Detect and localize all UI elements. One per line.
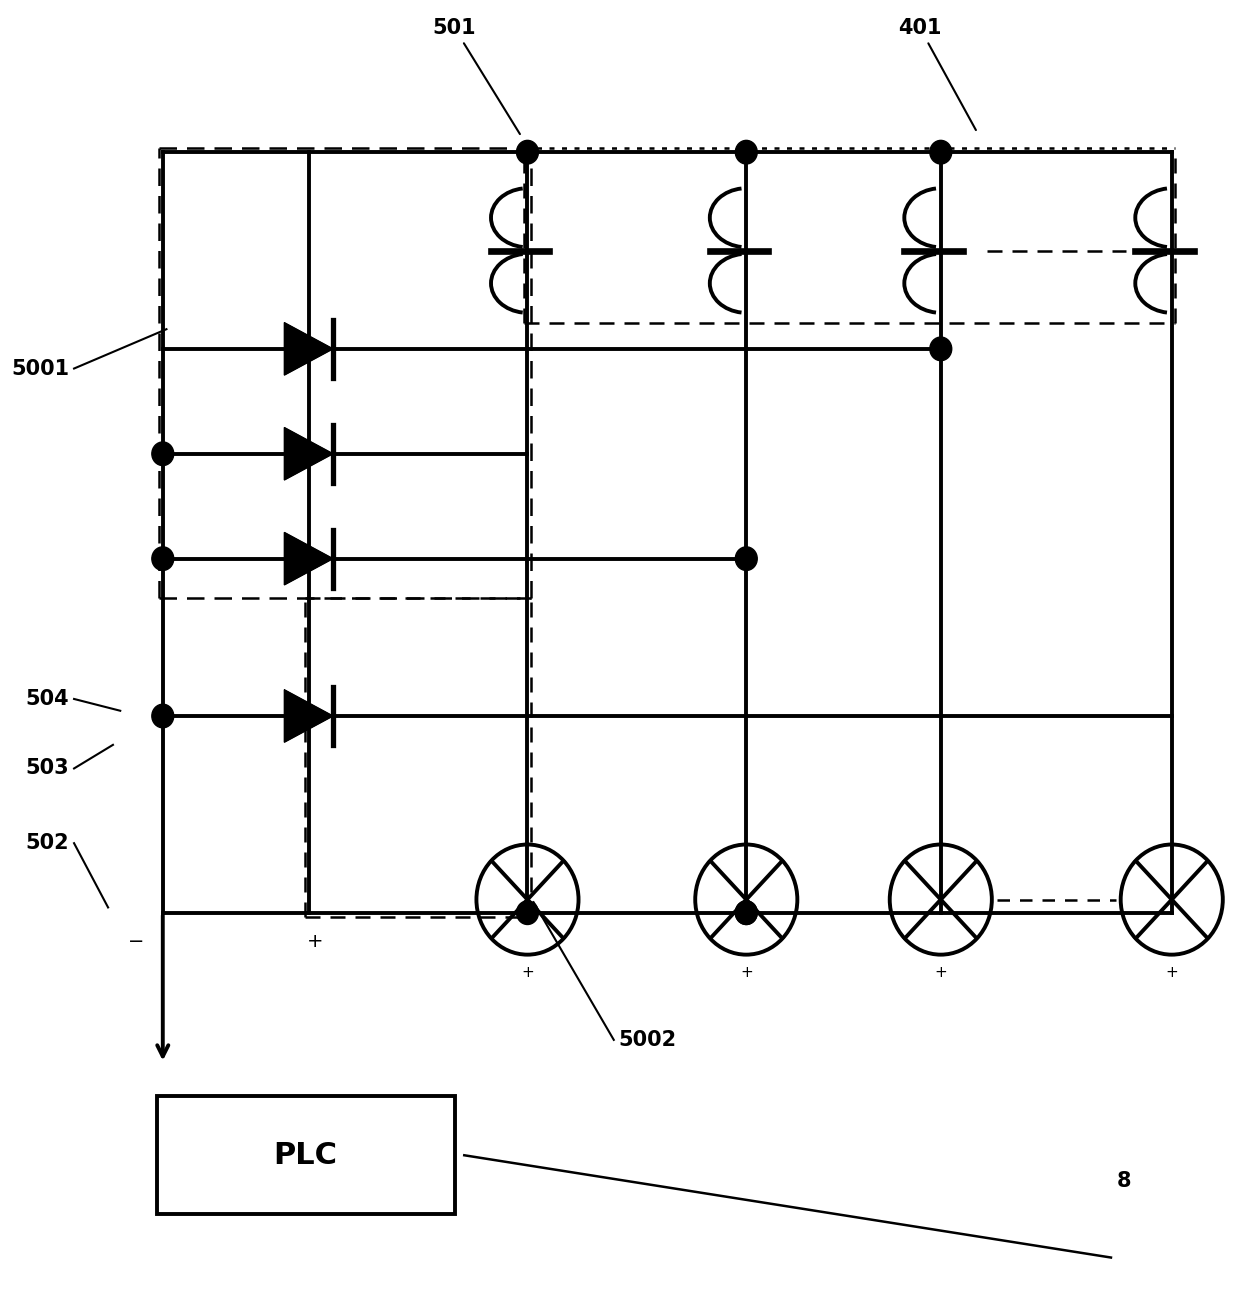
Text: +: + bbox=[740, 966, 753, 980]
Text: +: + bbox=[1166, 966, 1178, 980]
Text: 502: 502 bbox=[26, 833, 69, 853]
Circle shape bbox=[735, 141, 758, 164]
Text: +: + bbox=[935, 966, 947, 980]
Circle shape bbox=[735, 901, 758, 925]
Polygon shape bbox=[284, 690, 334, 742]
Circle shape bbox=[151, 442, 174, 465]
Text: −: − bbox=[128, 932, 144, 951]
Text: 401: 401 bbox=[898, 18, 976, 130]
Polygon shape bbox=[284, 323, 334, 374]
Polygon shape bbox=[284, 427, 334, 480]
Text: 501: 501 bbox=[433, 18, 520, 134]
Text: PLC: PLC bbox=[274, 1141, 337, 1169]
Circle shape bbox=[735, 547, 758, 570]
Circle shape bbox=[151, 547, 174, 570]
Circle shape bbox=[930, 338, 952, 360]
Polygon shape bbox=[284, 532, 334, 585]
Text: +: + bbox=[521, 966, 534, 980]
FancyBboxPatch shape bbox=[156, 1096, 455, 1214]
Text: 8: 8 bbox=[1117, 1172, 1132, 1192]
Circle shape bbox=[930, 141, 952, 164]
Circle shape bbox=[735, 901, 758, 925]
Text: 504: 504 bbox=[26, 689, 69, 710]
Circle shape bbox=[517, 901, 538, 925]
Circle shape bbox=[151, 704, 174, 728]
Text: 503: 503 bbox=[26, 758, 69, 778]
Text: 5001: 5001 bbox=[11, 359, 69, 378]
Circle shape bbox=[517, 141, 538, 164]
Text: 5002: 5002 bbox=[619, 1030, 677, 1050]
Text: +: + bbox=[306, 932, 322, 951]
